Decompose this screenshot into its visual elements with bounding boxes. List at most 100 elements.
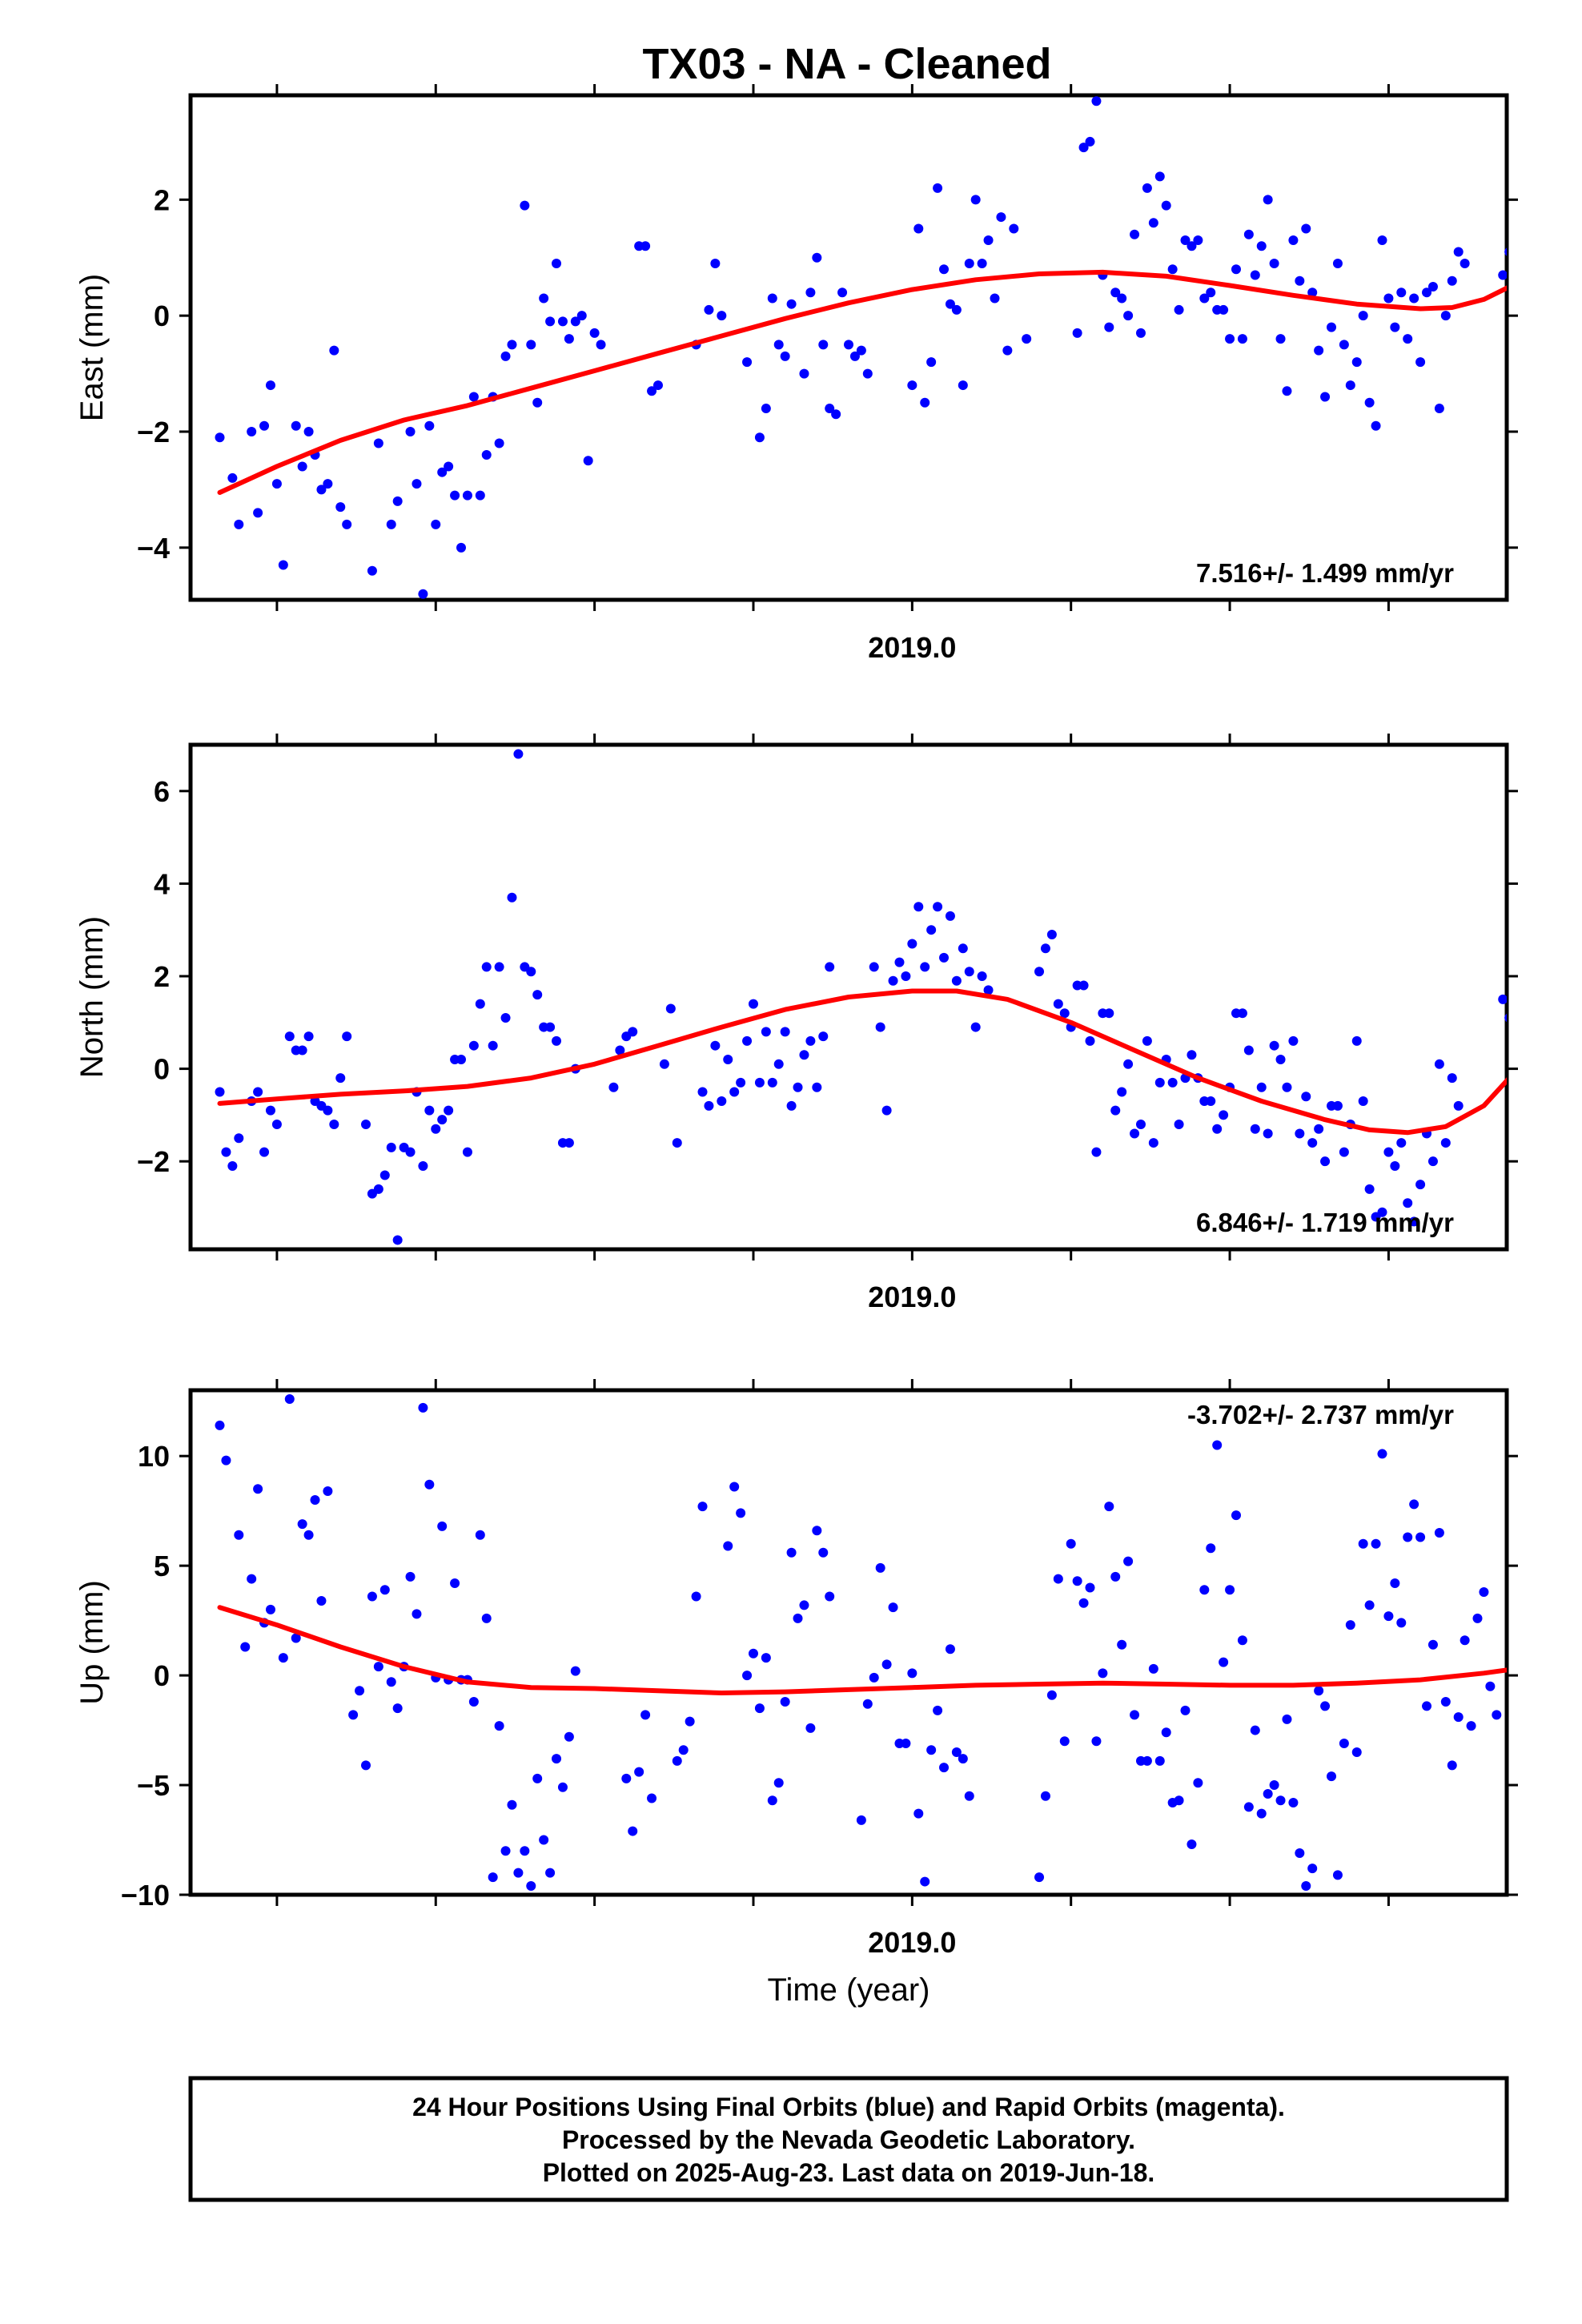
data-point: [1046, 1690, 1057, 1700]
data-point: [818, 340, 829, 350]
data-point: [552, 1035, 562, 1046]
data-point: [697, 1087, 708, 1097]
data-point: [507, 892, 517, 903]
data-point: [1186, 1050, 1197, 1060]
data-point: [1161, 1727, 1171, 1738]
data-point: [1434, 1059, 1444, 1069]
data-point: [869, 962, 879, 972]
data-point: [652, 380, 663, 391]
data-point: [1440, 1138, 1451, 1148]
data-point: [342, 519, 352, 529]
data-point: [1193, 1778, 1203, 1788]
data-point: [1123, 1556, 1134, 1566]
data-point: [805, 1723, 816, 1733]
data-point: [329, 1119, 339, 1129]
data-point: [500, 1846, 511, 1856]
data-point: [1447, 1760, 1457, 1771]
data-point: [945, 1644, 955, 1655]
data-point: [303, 1530, 314, 1540]
data-point: [1403, 1532, 1413, 1542]
data-point: [481, 449, 492, 460]
data-point: [977, 259, 987, 268]
data-point: [526, 1881, 536, 1892]
data-point: [659, 1059, 669, 1069]
data-point: [812, 1526, 822, 1536]
data-point: [907, 380, 917, 391]
data-point: [1409, 293, 1419, 304]
fit-line: [217, 988, 1507, 1136]
velocity-label: 7.516+/- 1.499 mm/yr: [1196, 558, 1454, 588]
x-tick-label: 2019.0: [868, 1926, 956, 1959]
data-point: [1530, 925, 1540, 935]
data-point: [564, 334, 574, 344]
data-point: [1256, 1082, 1267, 1092]
data-point: [329, 345, 339, 356]
data-point: [1466, 1721, 1476, 1731]
data-point: [253, 1087, 263, 1097]
data-point: [532, 990, 543, 1000]
data-point: [945, 911, 955, 921]
data-point: [1123, 311, 1134, 321]
data-point: [1154, 1755, 1165, 1766]
data-point: [500, 351, 511, 361]
data-point: [1396, 1618, 1407, 1628]
data-point: [1059, 1736, 1070, 1747]
data-point: [1504, 247, 1507, 256]
data-point: [926, 1745, 937, 1755]
velocity-label: -3.702+/- 2.737 mm/yr: [1187, 1400, 1454, 1429]
data-point: [526, 967, 536, 977]
data-point: [621, 1773, 632, 1783]
data-point: [379, 1585, 390, 1595]
data-point: [468, 1040, 479, 1051]
data-point: [1415, 1180, 1426, 1190]
data-point: [1339, 1147, 1349, 1157]
data-point: [1390, 1160, 1400, 1171]
data-point: [970, 195, 981, 205]
data-point: [1415, 1532, 1426, 1542]
data-point: [875, 1022, 885, 1032]
data-point: [1351, 1035, 1362, 1046]
data-point: [494, 1721, 504, 1731]
data-point: [1206, 287, 1216, 298]
y-tick-label: −2: [137, 416, 170, 448]
data-point: [456, 542, 467, 553]
data-point: [913, 1808, 924, 1819]
data-point: [786, 1100, 797, 1111]
data-point: [379, 1170, 390, 1180]
data-point: [520, 1846, 530, 1856]
data-point: [1427, 1639, 1438, 1650]
data-point: [901, 971, 911, 981]
data-point: [939, 952, 950, 963]
plot-frame: [188, 1388, 1509, 1897]
data-point: [1167, 1077, 1178, 1088]
data-point: [805, 1035, 816, 1046]
data-point: [1154, 1077, 1165, 1088]
data-point: [1574, 1697, 1582, 1707]
data-point: [1091, 1736, 1102, 1747]
x-tick-label: 2019.0: [868, 631, 956, 664]
data-point: [1383, 1147, 1394, 1157]
data-point: [723, 1541, 733, 1551]
data-point: [1517, 958, 1527, 967]
data-point: [1556, 1726, 1565, 1735]
data-point: [450, 490, 460, 501]
data-point: [1130, 229, 1140, 239]
data-point: [742, 1671, 753, 1681]
data-point: [1447, 275, 1457, 286]
data-point: [1390, 322, 1400, 332]
data-point: [1174, 1119, 1184, 1129]
data-point: [939, 1763, 950, 1773]
y-tick-label: 0: [154, 300, 170, 332]
data-point: [481, 1613, 492, 1623]
data-point: [729, 1482, 740, 1492]
data-point: [412, 479, 422, 489]
data-point: [1180, 235, 1191, 246]
data-point: [723, 1055, 733, 1065]
data-point: [907, 1668, 917, 1679]
data-point: [227, 1160, 238, 1171]
data-point: [1148, 1663, 1158, 1674]
data-point: [1409, 1216, 1419, 1227]
data-point: [488, 1040, 498, 1051]
data-point: [1301, 223, 1311, 234]
data-point: [360, 1760, 371, 1771]
